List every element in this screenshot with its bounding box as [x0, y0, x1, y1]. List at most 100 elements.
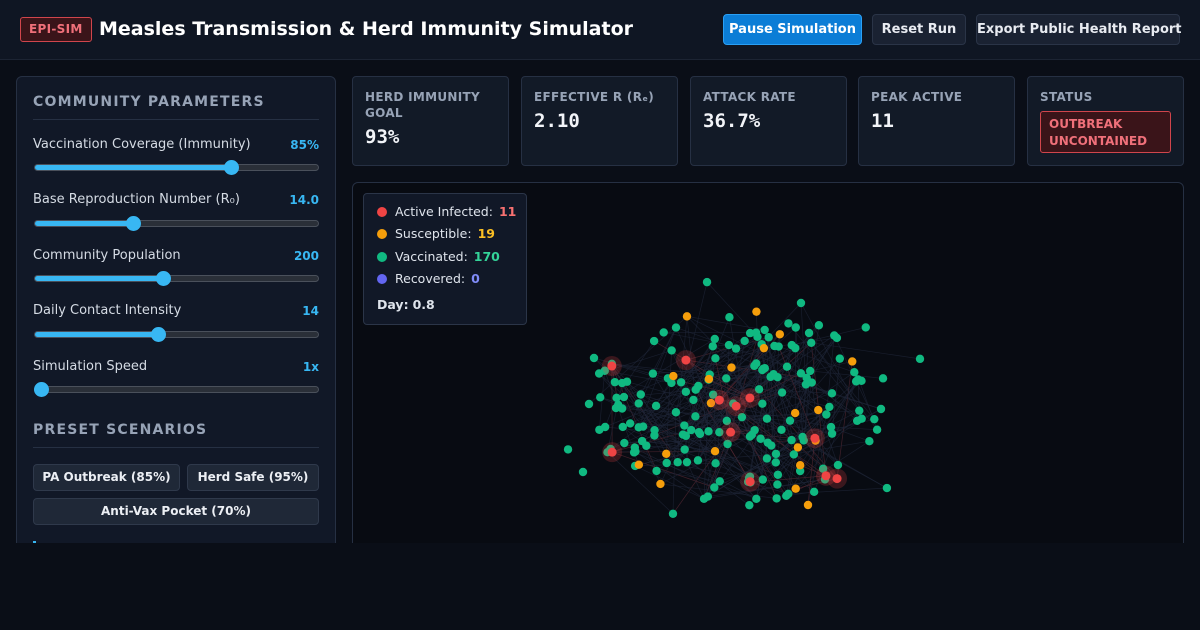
contact-edge — [815, 381, 857, 441]
community-population-thumb[interactable] — [155, 271, 171, 286]
status-label: STATUS — [1040, 90, 1093, 104]
export-report-button[interactable]: Export Public Health Report — [976, 14, 1182, 45]
contact-edge — [698, 347, 796, 387]
vaccinated-node — [818, 464, 828, 473]
susceptible-node — [803, 500, 813, 510]
contact-edge — [831, 426, 878, 431]
recovered-dot-icon — [377, 274, 387, 284]
susceptible-node — [656, 479, 665, 489]
simulation-speed-thumb[interactable] — [34, 382, 49, 397]
vaccinated-node — [861, 323, 870, 332]
vaccinated-node — [759, 364, 768, 373]
contact-edge — [766, 332, 810, 419]
vaccinated-node — [731, 344, 741, 353]
app-title: Measles Transmission & Herd Immunity Sim… — [99, 18, 634, 40]
vaccinated-node — [612, 393, 621, 403]
effective-r-label: EFFECTIVE R (Rₑ) — [534, 90, 655, 104]
susceptible-node — [790, 408, 800, 418]
contact-edge — [708, 373, 774, 432]
vaccinated-node — [724, 340, 734, 350]
vaccinated-node — [671, 323, 681, 332]
contact-edge — [612, 451, 715, 488]
vaccinated-node — [756, 434, 765, 443]
vaccinated-node — [673, 458, 682, 467]
susceptible-node — [775, 330, 785, 339]
preset-anti-vax-pocket-button[interactable]: Anti-Vax Pocket (70%) — [33, 498, 319, 525]
contact-edge — [778, 346, 816, 439]
vaccinated-node — [704, 427, 713, 436]
attack-rate-card: ATTACK RATE 36.7% — [690, 76, 847, 166]
vaccinated-node — [855, 406, 864, 415]
vaccinated-node — [805, 366, 815, 376]
contact-edge — [762, 366, 788, 404]
vaccinated-node — [787, 435, 796, 445]
vaccinated-node — [835, 354, 845, 363]
vaccination-coverage-slider[interactable] — [34, 164, 319, 171]
contact-edge — [655, 340, 745, 407]
susceptible-node — [759, 343, 769, 353]
vaccinated-node — [680, 421, 689, 430]
contact-edge — [762, 369, 882, 410]
contact-edge — [703, 417, 743, 499]
contact-intensity-thumb[interactable] — [150, 327, 166, 342]
contact-edge — [703, 436, 803, 500]
pause-simulation-button[interactable]: Pause Simulation — [723, 14, 862, 45]
contact-edge — [686, 316, 760, 390]
contact-edge — [708, 365, 755, 380]
vaccinated-node — [668, 509, 678, 518]
contact-edge — [741, 417, 764, 480]
vaccinated-node — [763, 438, 772, 447]
attack-rate-value: 36.7% — [703, 110, 761, 132]
contact-edge — [703, 374, 711, 499]
vaccinated-node — [687, 425, 696, 435]
vaccinated-node — [671, 408, 681, 417]
reset-run-button[interactable]: Reset Run — [872, 14, 966, 45]
vaccinated-node — [740, 336, 749, 346]
contact-edge — [793, 408, 882, 455]
vaccinated-node — [680, 445, 689, 454]
contact-edge — [741, 416, 782, 431]
contact-edge — [607, 383, 623, 453]
contact-edge — [795, 478, 838, 490]
vaccinated-node — [774, 342, 783, 351]
vaccinated-node — [784, 319, 793, 328]
contact-edge — [778, 346, 855, 373]
contact-edge — [686, 462, 705, 499]
preset-herd-safe-button[interactable]: Herd Safe (95%) — [187, 464, 319, 491]
effective-r-value: 2.10 — [534, 110, 580, 132]
contact-edge — [671, 344, 730, 384]
vaccinated-node — [648, 369, 658, 378]
vaccinated-node — [807, 338, 816, 348]
vaccination-coverage-thumb[interactable] — [223, 160, 239, 175]
page-footer-area — [0, 543, 1200, 630]
reproduction-number-thumb[interactable] — [126, 216, 142, 231]
susceptible-node — [662, 449, 671, 459]
contact-edge — [719, 454, 794, 482]
contact-edge — [611, 363, 685, 450]
contact-intensity-value: 14 — [302, 304, 319, 318]
contact-edge — [633, 452, 757, 500]
contact-edge — [800, 302, 807, 385]
contact-edge — [760, 426, 832, 440]
vaccinated-node — [610, 377, 620, 387]
vaccinated-node — [614, 400, 623, 410]
vaccinated-node — [762, 414, 772, 423]
contact-edge — [810, 370, 884, 379]
reproduction-number-slider[interactable] — [34, 220, 319, 227]
legend-item-susceptible: Susceptible: 19 — [377, 226, 495, 244]
simulation-canvas[interactable]: Active Infected: 11 Susceptible: 19 Vaccin… — [352, 182, 1184, 562]
contact-edge — [788, 323, 860, 411]
vaccinated-node — [876, 404, 886, 414]
susceptible-node — [752, 307, 761, 316]
community-population-slider[interactable] — [34, 275, 319, 282]
contact-edge — [747, 403, 763, 482]
vaccinated-node — [667, 346, 676, 355]
contact-edge — [630, 399, 694, 424]
simulation-speed-slider[interactable] — [34, 386, 319, 393]
vaccinated-node — [789, 450, 799, 459]
contact-intensity-slider[interactable] — [34, 331, 319, 338]
infected-node — [745, 393, 755, 403]
vaccinated-node — [814, 321, 824, 330]
preset-pa-outbreak-button[interactable]: PA Outbreak (85%) — [33, 464, 180, 491]
contact-edge — [605, 426, 683, 435]
